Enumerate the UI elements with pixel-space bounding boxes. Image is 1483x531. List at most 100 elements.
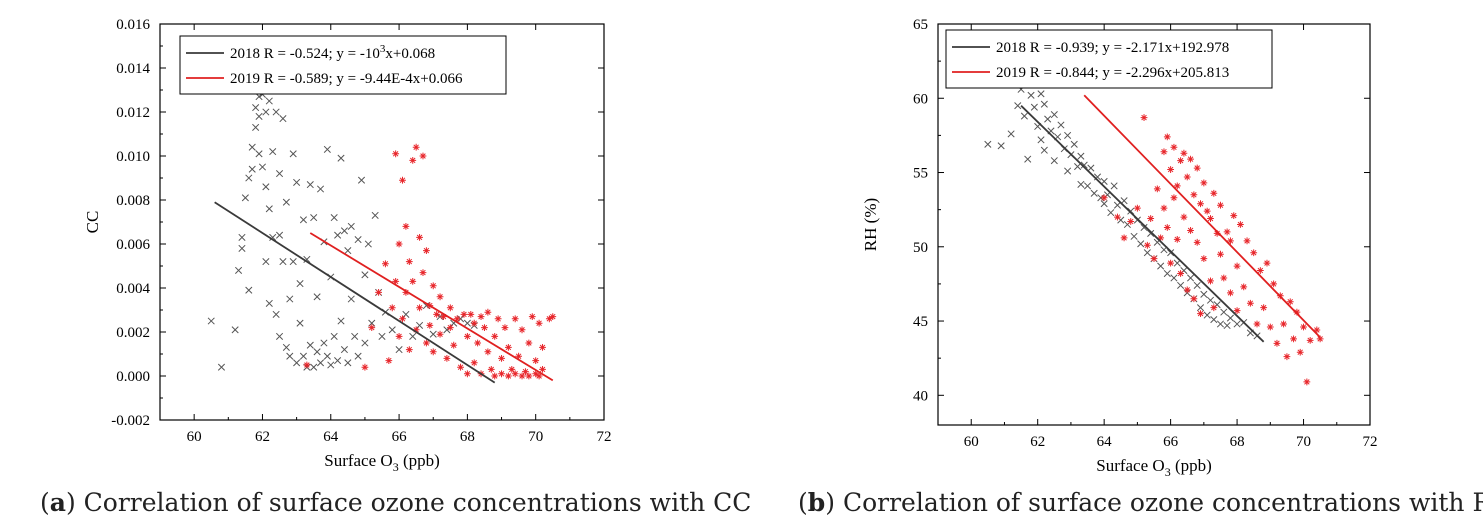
panel-a-point-2018 [351,332,359,340]
panel-b-point-2019 [1210,189,1218,197]
panel-b-point-2018 [1216,320,1225,328]
panel-a-legend-label-2019: 2019 R = -0.589; y = -9.44E-4x+0.066 [230,71,463,87]
panel-a-point-2019 [498,355,505,362]
panel-b-point-2019 [1280,320,1287,328]
panel-b-point-2019 [1163,224,1171,231]
panel-a-point-2019 [419,152,427,160]
panel-b-point-2019 [1157,234,1165,242]
panel-b-point-2019 [1183,173,1191,181]
panel-a-point-2019 [385,357,393,364]
panel-b-point-2019 [1270,280,1278,288]
panel-b-point-2018 [1186,274,1195,282]
panel-b-point-2019 [1220,274,1228,282]
panel-a-point-2018 [293,359,301,367]
panel-a-point-2018 [364,240,372,248]
panel-b-point-2018 [1137,240,1145,248]
panel-a-point-2018 [282,343,290,351]
panel-a-point-2019 [416,304,423,312]
panel-a-point-2018 [354,352,362,360]
panel-b-point-2018 [1200,290,1208,298]
panel-a-point-2018 [245,174,253,182]
panel-a-y-tick-label: 0.010 [116,149,150,165]
panel-b-point-2019 [1167,259,1175,267]
caption-a-text: Correlation of surface ozone concentrati… [75,488,752,517]
panel-a-point-2018 [316,359,325,367]
panel-a-point-2019 [436,293,444,301]
panel-a-point-2018 [340,346,348,354]
panel-b-point-2019 [1163,133,1171,141]
panel-a-point-2018 [279,258,287,266]
panel-b-point-2019 [1256,267,1264,274]
panel-b-point-2019 [1100,194,1108,202]
panel-a-point-2019 [303,361,311,369]
panel-a-point-2018 [310,214,318,222]
panel-a-point-2018 [422,302,430,310]
panel-a-point-2018 [269,148,277,156]
panel-a-point-2019 [535,372,543,380]
panel-a-point-2019 [539,344,546,351]
panel-a-point-2019 [494,315,502,323]
panel-a-y-tick-label: 0.006 [116,237,150,253]
panel-b-point-2018 [1206,296,1215,304]
panel-b-point-2019 [1180,213,1188,221]
caption-b-text: Correlation of surface ozone concentrati… [835,488,1483,517]
panel-b-point-2018 [1220,308,1228,316]
panel-a-point-2018 [320,339,328,347]
panel-a-point-2018 [340,227,348,235]
panel-a-point-2019 [501,324,509,331]
panel-b-point-2018 [1196,304,1205,312]
panel-b-point-2019 [1207,215,1214,222]
panel-a-point-2018 [299,216,307,224]
panel-a-point-2019 [409,157,417,164]
panel-b-x-tick-label: 72 [1363,434,1378,450]
panel-b-point-2019 [1230,212,1238,219]
panel-a-point-2018 [275,231,284,239]
panel-b-point-2019 [1253,320,1261,328]
panel-b-point-2018 [1030,103,1038,111]
panel-b-point-2019 [1240,283,1248,291]
panel-a-point-2019 [412,143,420,151]
panel-b-point-2019 [1170,143,1178,151]
panel-b-point-2019 [1167,166,1175,173]
panel-a-x-tick-label: 66 [392,429,408,445]
panel-b-y-tick-label: 50 [913,240,928,256]
panel-a-point-2018 [306,341,314,349]
panel-a-x-tick-label: 70 [528,429,543,445]
panel-a-point-2018 [262,183,270,191]
panel-b-point-2018 [1014,102,1022,110]
panel-a-point-2018 [429,330,437,338]
panel-b-point-2019 [1190,295,1198,303]
panel-a-point-2019 [436,330,444,338]
panel-b-point-2018 [1177,281,1185,289]
panel-a-point-2019 [528,313,536,320]
panel-b-point-2018 [1147,229,1155,237]
panel-a-point-2019 [549,313,557,320]
panel-a-point-2018 [402,310,410,318]
caption-a-tag: a [49,488,66,517]
panel-a-point-2019 [535,319,543,327]
panel-a-point-2019 [392,150,400,158]
panel-a-point-2019 [405,346,413,353]
panel-a-point-2018 [310,363,318,371]
panel-b-point-2018 [1064,167,1072,175]
panel-b-point-2018 [1007,130,1015,138]
panel-a-y-tick-label: 0.004 [116,281,150,297]
panel-b-point-2019 [1313,326,1321,334]
panel-a-y-tick-label: 0.016 [116,17,150,33]
panel-a-point-2019 [382,260,389,268]
panel-a-point-2018 [245,286,253,294]
panel-b-point-2019 [1203,207,1211,215]
panel-a-point-2019 [419,269,427,276]
panel-a-point-2019 [463,370,471,378]
panel-a-point-2018 [344,247,352,255]
panel-b-point-2019 [1150,255,1158,263]
panel-b-data-layer [984,85,1324,386]
panel-a-point-2019 [402,223,410,230]
panel-b-x-tick-label: 70 [1296,434,1311,450]
panel-a-chart: 60 62 64 66 68 70 72 -0.002 0.000 0.002 0.004 0.006… [83,17,612,474]
panel-a-x-tick-label: 72 [597,429,612,445]
panel-a-point-2018 [306,181,314,189]
panel-a-point-2019 [368,324,376,331]
panel-a-point-2019 [412,326,420,334]
